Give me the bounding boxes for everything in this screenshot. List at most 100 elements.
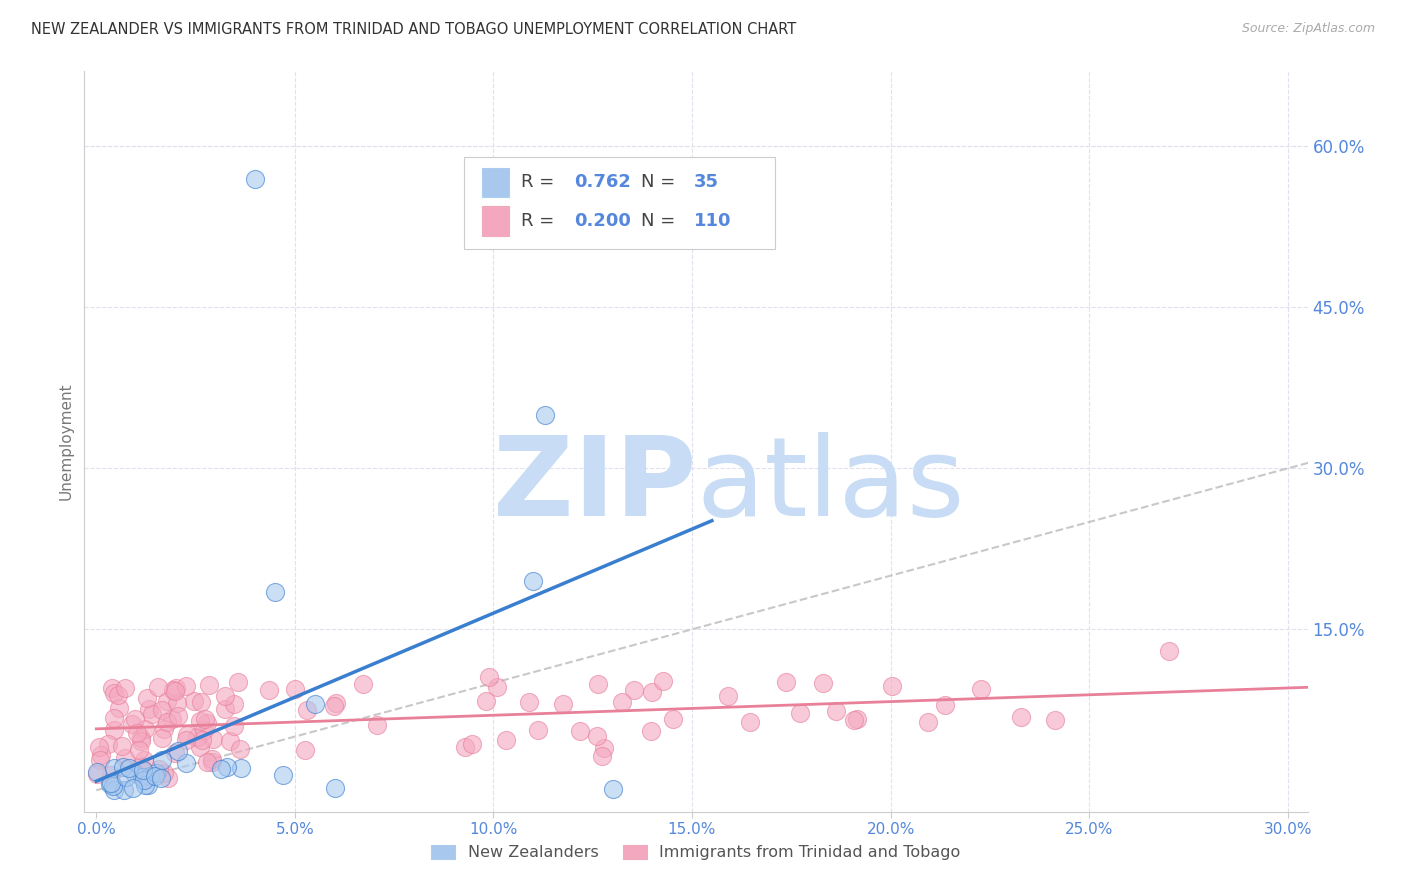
Point [200, 755, 222, 769]
Text: NEW ZEALANDER VS IMMIGRANTS FROM TRINIDAD AND TOBAGO UNEMPLOYMENT CORRELATION CH: NEW ZEALANDER VS IMMIGRANTS FROM TRINIDA… [31, 22, 796, 37]
Point [602, 782, 624, 797]
Point [103, 686, 125, 700]
Point [153, 765, 176, 780]
Point [183, 694, 205, 708]
Point [176, 727, 198, 741]
Point [844, 713, 866, 727]
Point [283, 682, 305, 697]
Point [186, 730, 208, 744]
Point [200, 752, 222, 766]
Point [209, 762, 232, 776]
Point [740, 715, 762, 730]
Point [86, 764, 108, 779]
Y-axis label: Unemployment: Unemployment [58, 383, 73, 500]
Point [174, 679, 197, 693]
Point [811, 676, 834, 690]
Point [190, 695, 212, 709]
Point [128, 743, 150, 757]
Point [145, 766, 167, 780]
Point [322, 698, 344, 713]
Point [845, 713, 868, 727]
Point [917, 714, 939, 729]
Point [122, 766, 145, 780]
Point [146, 680, 169, 694]
Point [131, 759, 153, 773]
Text: R =: R = [522, 212, 560, 230]
Point [166, 709, 188, 723]
Point [474, 694, 496, 708]
Point [100, 767, 122, 781]
Point [98, 776, 121, 790]
Point [224, 718, 246, 732]
Point [775, 675, 797, 690]
Point [527, 723, 550, 737]
Point [134, 778, 156, 792]
Point [1157, 644, 1180, 658]
Text: 110: 110 [693, 212, 731, 230]
Point [174, 756, 197, 771]
Point [136, 691, 159, 706]
Text: 35: 35 [693, 173, 718, 192]
Point [108, 701, 131, 715]
Point [352, 676, 374, 690]
Point [641, 685, 664, 699]
Text: atlas: atlas [696, 433, 965, 540]
Point [103, 723, 125, 737]
Point [190, 732, 212, 747]
Point [612, 695, 634, 709]
Point [101, 681, 124, 695]
Point [214, 689, 236, 703]
Point [136, 778, 159, 792]
Point [222, 697, 245, 711]
Text: 0.762: 0.762 [574, 173, 630, 192]
Point [107, 688, 129, 702]
Point [103, 783, 125, 797]
Text: N =: N = [641, 212, 681, 230]
Point [568, 723, 591, 738]
Point [143, 769, 166, 783]
Text: R =: R = [522, 173, 560, 192]
Point [454, 739, 477, 754]
Point [825, 704, 848, 718]
Point [163, 684, 186, 698]
Point [201, 732, 224, 747]
Point [134, 723, 156, 737]
Point [111, 739, 134, 753]
Text: 0.200: 0.200 [574, 212, 630, 230]
Point [217, 760, 239, 774]
Point [229, 761, 252, 775]
Point [155, 715, 177, 730]
Point [148, 762, 170, 776]
Point [129, 731, 152, 745]
Point [193, 723, 215, 737]
Point [789, 706, 811, 720]
Point [150, 703, 173, 717]
Text: ZIP: ZIP [492, 433, 696, 540]
Point [478, 670, 501, 684]
Point [124, 712, 146, 726]
Point [167, 744, 190, 758]
Legend: New Zealanders, Immigrants from Trinidad and Tobago: New Zealanders, Immigrants from Trinidad… [425, 838, 967, 867]
Bar [482, 168, 509, 197]
Point [90, 748, 112, 763]
FancyBboxPatch shape [464, 156, 776, 249]
Point [640, 724, 662, 739]
Point [195, 716, 218, 731]
Point [218, 734, 240, 748]
Point [485, 681, 508, 695]
Point [198, 678, 221, 692]
Point [165, 681, 187, 695]
Point [131, 770, 153, 784]
Point [103, 711, 125, 725]
Point [495, 732, 517, 747]
Point [226, 675, 249, 690]
Point [188, 714, 211, 729]
Text: N =: N = [641, 173, 681, 192]
Point [517, 695, 540, 709]
Point [623, 682, 645, 697]
Bar [482, 206, 509, 235]
Point [162, 683, 184, 698]
Point [165, 747, 187, 761]
Point [122, 780, 145, 795]
Point [97, 738, 120, 752]
